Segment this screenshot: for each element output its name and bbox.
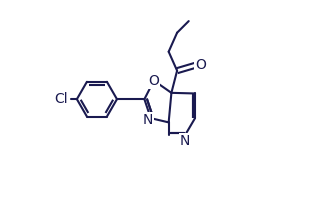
Text: Cl: Cl [54,92,68,106]
Text: N: N [180,134,190,148]
Text: N: N [143,113,154,127]
Text: O: O [149,74,159,88]
Text: O: O [196,58,206,72]
